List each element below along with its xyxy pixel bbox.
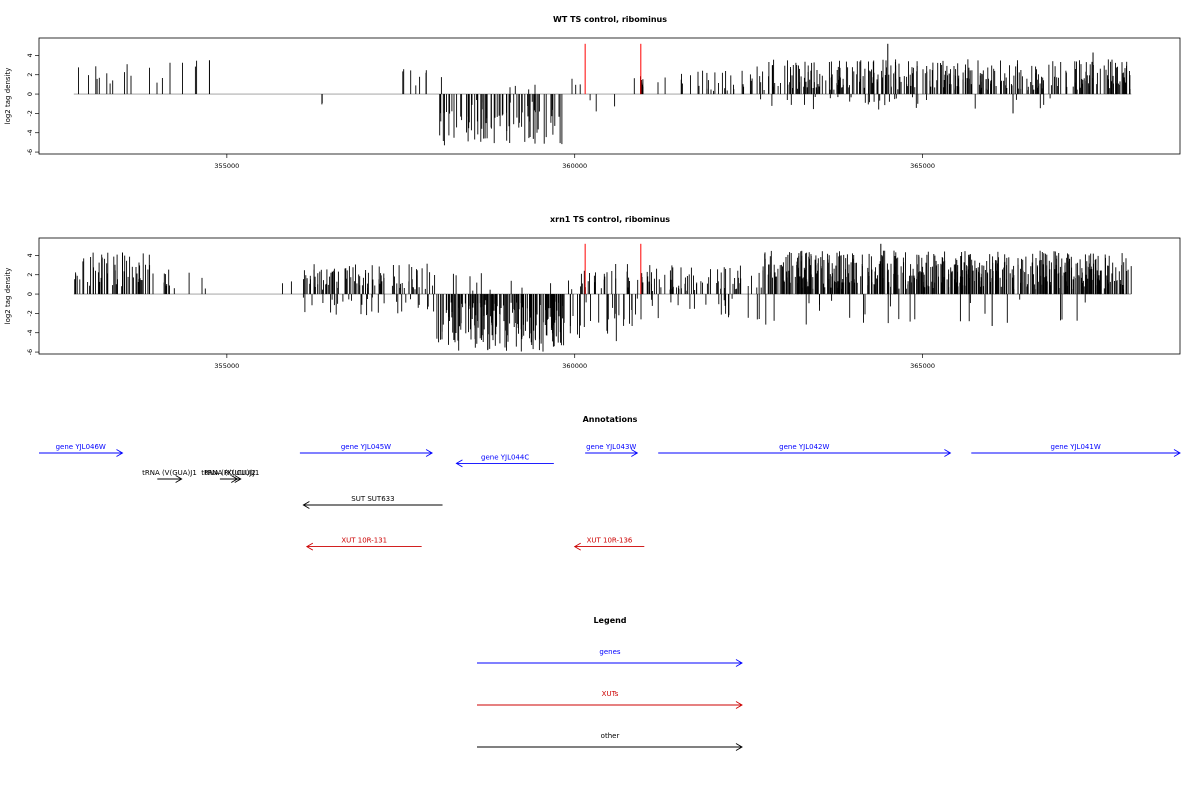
x-tick-label: 360000 — [562, 162, 587, 170]
y-tick-label: -2 — [26, 310, 34, 316]
annotation-xut: XUT 10R-131 — [305, 537, 422, 551]
y-tick-label: -4 — [26, 329, 34, 335]
annotations-panel: Annotations gene YJL046W tRNA (V(GUA)J1 tR… — [39, 415, 1181, 551]
annotation-label: gene YJL046W — [56, 443, 106, 451]
annotation-gene: gene YJL043W — [585, 443, 639, 457]
annotation-other: SUT SUT633 — [302, 495, 443, 509]
y-tick-label: -6 — [26, 149, 34, 155]
plot-frame — [38, 37, 1181, 155]
arrow-head — [735, 659, 743, 667]
annotation-gene: gene YJL041W — [971, 443, 1181, 457]
arrow-head — [735, 701, 743, 709]
xrn1-density-panel: xrn1 TS control, ribominus log2 tag dens… — [4, 215, 1181, 370]
y-tick-label: 4 — [26, 253, 34, 257]
axis-ticks: -6 -4 -2 0 2 4 355000 360000 365000 — [26, 53, 935, 170]
legend-label: genes — [599, 648, 620, 656]
y-tick-label: -4 — [26, 129, 34, 135]
legend-item: XUTs — [477, 690, 743, 709]
annotation-label: XUT 10R-136 — [587, 537, 633, 545]
annotation-gene: gene YJL042W — [658, 443, 952, 457]
x-tick-label: 360000 — [562, 362, 587, 370]
arrow-head — [1173, 449, 1181, 457]
annotation-label: gene YJL045W — [341, 443, 391, 451]
legend-title: Legend — [593, 616, 626, 625]
annotation-label: tRNA (V(GUA)J1 — [142, 469, 197, 477]
arrow-head — [234, 475, 242, 483]
legend-items: genes XUTs other — [477, 648, 743, 751]
annotation-label: tRNA (R(UCU)J2 — [201, 469, 256, 477]
arrow-head — [573, 542, 581, 551]
annotation-xut: XUT 10R-136 — [573, 537, 645, 551]
arrow-head — [735, 743, 743, 751]
x-tick-label: 355000 — [214, 162, 239, 170]
x-tick-label: 365000 — [910, 362, 935, 370]
annotation-features: gene YJL046W tRNA (V(GUA)J1 tRNA (R(UCU)J2… — [39, 443, 1181, 551]
annotation-label: gene YJL041W — [1051, 443, 1101, 451]
legend-panel: Legend genes XUTs other — [477, 616, 743, 751]
y-tick-label: 0 — [26, 292, 34, 296]
legend-label: other — [601, 732, 620, 740]
y-tick-label: 0 — [26, 92, 34, 96]
axis-ticks: -6 -4 -2 0 2 4 355000 360000 365000 — [26, 253, 935, 370]
annotation-label: gene YJL042W — [779, 443, 829, 451]
legend-item: genes — [477, 648, 743, 667]
y-tick-label: -2 — [26, 110, 34, 116]
chart-title: xrn1 TS control, ribominus — [550, 215, 670, 224]
arrow-head — [631, 449, 639, 457]
annotation-label: gene YJL044C — [481, 453, 529, 461]
annotation-gene: gene YJL045W — [299, 443, 433, 457]
chart-title: WT TS control, ribominus — [553, 15, 667, 24]
arrow-head — [175, 475, 183, 483]
density-bars — [73, 243, 1132, 352]
annotation-label: XUT 10R-131 — [341, 537, 387, 545]
arrow-head — [116, 449, 124, 457]
legend-item: other — [477, 732, 743, 751]
y-tick-label: 2 — [26, 273, 34, 277]
arrow-head — [944, 449, 952, 457]
wt-density-panel: WT TS control, ribominus log2 tag densit… — [4, 15, 1181, 170]
plot-frame — [38, 237, 1181, 355]
y-axis-label: log2 tag density — [4, 68, 12, 125]
annotation-gene: gene YJL046W — [39, 443, 124, 457]
annotation-other: tRNA (K(UUU)J1 — [205, 469, 260, 483]
arrow-head — [425, 449, 433, 457]
x-tick-label: 355000 — [214, 362, 239, 370]
x-tick-label: 365000 — [910, 162, 935, 170]
y-axis-label: log2 tag density — [4, 268, 12, 325]
arrow-head — [302, 501, 310, 509]
annotation-gene: gene YJL044C — [455, 453, 554, 468]
annotations-title: Annotations — [583, 415, 638, 424]
annotation-other: tRNA (V(GUA)J1 — [142, 469, 197, 483]
arrow-head — [305, 542, 314, 551]
y-tick-label: -6 — [26, 349, 34, 355]
annotation-label: tRNA (K(UUU)J1 — [205, 469, 260, 477]
legend-label: XUTs — [602, 690, 619, 698]
density-bars — [73, 43, 1132, 146]
annotation-label: SUT SUT633 — [351, 495, 394, 503]
arrow-head — [455, 459, 463, 468]
y-tick-label: 2 — [26, 73, 34, 77]
y-tick-label: 4 — [26, 53, 34, 57]
annotation-label: gene YJL043W — [586, 443, 636, 451]
